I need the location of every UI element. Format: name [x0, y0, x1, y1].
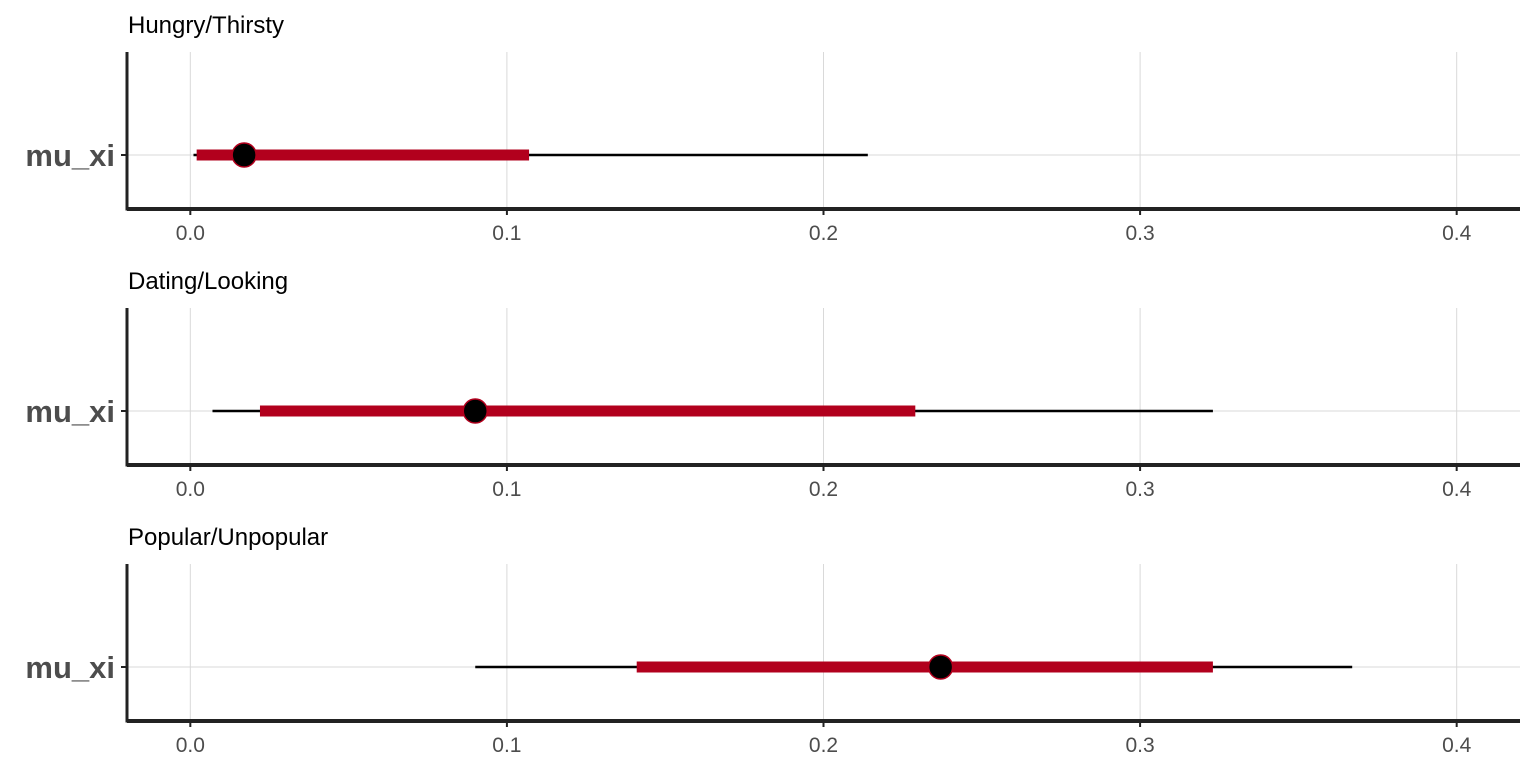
point-estimate — [927, 654, 954, 680]
x-tick-label: 0.2 — [809, 222, 838, 245]
x-tick-label: 0.4 — [1442, 222, 1472, 245]
panel-title: Popular/Unpopular — [128, 524, 328, 551]
y-tick-label: mu_xi — [25, 650, 115, 685]
y-tick-label: mu_xi — [25, 394, 115, 429]
x-tick-label: 0.0 — [176, 478, 205, 501]
point-estimate — [231, 142, 257, 168]
panel-title: Hungry/Thirsty — [128, 12, 284, 39]
point-estimate — [462, 398, 488, 424]
x-tick-label: 0.0 — [176, 734, 205, 757]
x-tick-label: 0.3 — [1125, 222, 1154, 245]
panel-title: Dating/Looking — [128, 268, 288, 295]
x-tick-label: 0.0 — [176, 222, 205, 245]
x-tick-label: 0.2 — [809, 734, 838, 757]
x-tick-label: 0.4 — [1442, 734, 1472, 757]
x-tick-label: 0.4 — [1442, 478, 1472, 501]
x-tick-label: 0.2 — [809, 478, 838, 501]
x-tick-label: 0.3 — [1125, 478, 1154, 501]
x-tick-label: 0.3 — [1125, 734, 1154, 757]
x-tick-label: 0.1 — [492, 478, 521, 501]
x-tick-label: 0.1 — [492, 222, 521, 245]
x-tick-label: 0.1 — [492, 734, 521, 757]
y-tick-label: mu_xi — [25, 138, 115, 173]
